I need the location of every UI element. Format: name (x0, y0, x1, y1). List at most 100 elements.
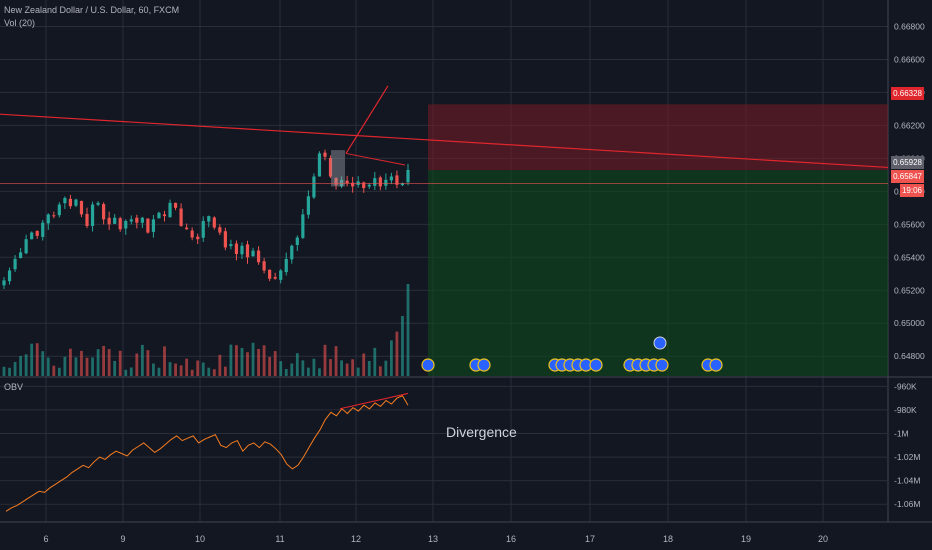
candle-body (179, 208, 183, 226)
candle-body (218, 227, 222, 233)
candle-body (41, 222, 45, 237)
candle-body (323, 152, 327, 157)
x-tick-label: 18 (663, 534, 673, 544)
volume-bar (8, 367, 11, 376)
divergence-annotation: Divergence (446, 424, 517, 440)
volume-bar (35, 343, 39, 376)
volume-bar (190, 369, 194, 376)
candle-body (334, 178, 338, 185)
volume-label: Vol (20) (4, 18, 36, 28)
x-tick-label: 16 (506, 534, 516, 544)
volume-bar (113, 360, 117, 376)
volume-bar (290, 363, 294, 376)
volume-bar (13, 362, 17, 376)
volume-bar (63, 356, 67, 376)
candle-body (68, 198, 73, 207)
volume-bar (174, 363, 177, 376)
volume-bar (323, 344, 327, 376)
volume-bar (351, 359, 355, 376)
countdown-tag: 19:06 (899, 184, 924, 197)
volume-bar (329, 359, 332, 376)
candle-body (306, 196, 310, 215)
candle-body (339, 179, 344, 187)
y-tick-label: 0.66200 (894, 120, 925, 130)
candle-body (46, 214, 50, 224)
candle-body (229, 244, 233, 247)
volume-bar (295, 353, 299, 376)
candle-body (301, 214, 305, 238)
candle-body (113, 217, 117, 224)
candle-body (207, 216, 211, 222)
volume-bar (207, 367, 211, 376)
candle-body (146, 218, 150, 233)
candle-body (251, 250, 255, 257)
volume-bar (356, 367, 360, 376)
chart-title: New Zealand Dollar / U.S. Dollar, 60, FX… (4, 5, 180, 15)
volume-bar (19, 356, 23, 376)
obv-tick-label: -1.06M (894, 499, 920, 509)
volume-bar (334, 346, 338, 376)
volume-bar (135, 353, 139, 376)
obv-tick-label: -1.02M (894, 452, 920, 462)
volume-bar (152, 363, 155, 376)
y-tick-label: 0.65400 (894, 252, 925, 262)
price-divergence-line (345, 152, 406, 166)
y-tick-label: 0.66800 (894, 21, 925, 31)
candle-body (356, 181, 360, 185)
candle-body (268, 269, 272, 279)
volume-bar (124, 369, 128, 376)
volume-bar (201, 362, 205, 376)
candle-body (406, 169, 410, 183)
candle-body (395, 175, 399, 185)
volume-bar (185, 358, 189, 376)
breakout-highlight (331, 150, 345, 187)
volume-bar (318, 368, 321, 376)
candle-body (279, 270, 283, 280)
candle-body (196, 236, 200, 240)
candle-body (79, 200, 84, 215)
volume-bar (246, 352, 249, 376)
candle-body (2, 280, 6, 286)
volume-bar (395, 331, 399, 376)
x-tick-label: 17 (585, 534, 595, 544)
volume-bar (91, 357, 94, 376)
volume-bar (384, 360, 388, 376)
economic-event-marker (655, 358, 669, 372)
economic-event-marker (653, 336, 667, 350)
candle-body (173, 202, 178, 208)
volume-bar (57, 367, 61, 376)
candle-body (74, 199, 78, 206)
volume-bar (240, 347, 244, 376)
y-tick-label: 0.66600 (894, 54, 925, 64)
candle-body (185, 227, 189, 230)
volume-bar (340, 360, 343, 376)
volume-bar (389, 340, 393, 376)
candle-body (162, 214, 167, 217)
volume-bar (306, 367, 310, 376)
volume-bar (41, 351, 45, 376)
volume-bar (196, 360, 200, 376)
entry-price-tag: 0.65847 (891, 170, 924, 183)
volume-bar (80, 350, 83, 376)
candle-body (7, 270, 12, 282)
candle-body (135, 217, 139, 223)
candle-body (345, 180, 349, 184)
candle-body (85, 213, 89, 226)
candle-body (389, 176, 393, 181)
candle-body (96, 202, 100, 205)
y-tick-label: 0.65000 (894, 318, 925, 328)
x-tick-label: 20 (818, 534, 828, 544)
candle-body (13, 258, 17, 270)
candle-body (256, 250, 261, 263)
candle-body (284, 258, 288, 273)
volume-bar (218, 354, 222, 376)
candle-body (90, 204, 95, 226)
candle-body (151, 219, 156, 232)
volume-bar (235, 345, 238, 376)
volume-bar (401, 316, 404, 376)
stop-loss-zone (428, 104, 888, 171)
candle-body (384, 179, 388, 186)
volume-bar (262, 345, 266, 376)
volume-bar (24, 354, 28, 376)
